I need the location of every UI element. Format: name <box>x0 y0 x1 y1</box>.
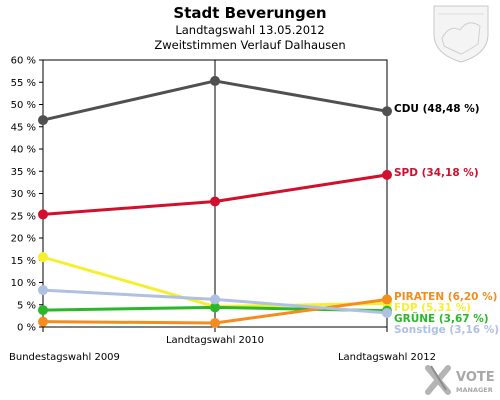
data-point-spd <box>38 209 48 220</box>
y-tick-label: 40 % <box>11 145 36 156</box>
chart-title: Stadt Beverungen <box>173 4 326 22</box>
vote-manager-logo: VOTE MANAGER <box>425 365 495 395</box>
data-point-cdu <box>210 75 220 86</box>
y-tick-label: 10 % <box>11 278 36 289</box>
data-point-cdu <box>38 115 48 126</box>
y-axis: 0 % 5 % 10 % 15 % 20 % 25 % 30 % 35 % 40 % 45 % 50… <box>11 56 43 334</box>
series-labels: CDU (48,48 %) SPD (34,18 %) FDP (5,31 %)GR… <box>394 103 499 336</box>
y-tick-label: 5 % <box>17 300 36 311</box>
data-point-sonstige <box>382 307 392 318</box>
x-tick-label: Bundestagswahl 2009 <box>9 352 120 363</box>
y-tick-label: 30 % <box>11 189 36 200</box>
y-tick-label: 15 % <box>11 256 36 267</box>
data-point-fdp <box>38 252 48 263</box>
chart-subtitle-1: Landtagswahl 13.05.2012 <box>175 23 324 37</box>
coat-of-arms-icon <box>433 5 489 63</box>
series-label-cdu: CDU (48,48 %) <box>394 103 480 115</box>
chart-subtitle-2: Zweitstimmen Verlauf Dalhausen <box>154 38 345 52</box>
y-tick-label: 60 % <box>11 56 36 67</box>
series-points <box>38 75 392 328</box>
data-point-piraten <box>38 316 48 327</box>
y-tick-label: 25 % <box>11 211 36 222</box>
data-point-sonstige <box>38 285 48 296</box>
y-tick-label: 45 % <box>11 122 36 133</box>
y-tick-label: 35 % <box>11 167 36 178</box>
data-point-spd <box>210 196 220 207</box>
y-tick-label: 55 % <box>11 78 36 89</box>
logo-subtext: MANAGER <box>456 386 493 394</box>
series-label-piraten: PIRATEN (6,20 %) <box>394 291 497 303</box>
series-label-fdp: FDP (5,31 %) <box>394 302 471 314</box>
y-tick-label: 50 % <box>11 100 36 111</box>
series-label-grüne: GRÜNE (3,67 %) <box>394 311 489 325</box>
data-point-piraten <box>210 317 220 328</box>
logo-text: VOTE <box>456 370 495 385</box>
data-point-spd <box>382 169 392 180</box>
series-label-sonstige: Sonstige (3,16 %) <box>394 324 499 336</box>
y-tick-label: 0 % <box>17 323 36 334</box>
data-point-piraten <box>382 294 392 305</box>
data-point-grüne <box>38 305 48 316</box>
series-label-spd: SPD (34,18 %) <box>394 167 479 179</box>
x-tick-label: Landtagswahl 2012 <box>338 352 436 363</box>
x-axis: Bundestagswahl 2009 Landtagswahl 2010 Land… <box>9 327 436 363</box>
data-point-grüne <box>210 302 220 313</box>
data-point-cdu <box>382 106 392 117</box>
x-tick-label: Landtagswahl 2010 <box>166 335 264 346</box>
data-point-sonstige <box>210 294 220 305</box>
y-tick-label: 20 % <box>11 234 36 245</box>
